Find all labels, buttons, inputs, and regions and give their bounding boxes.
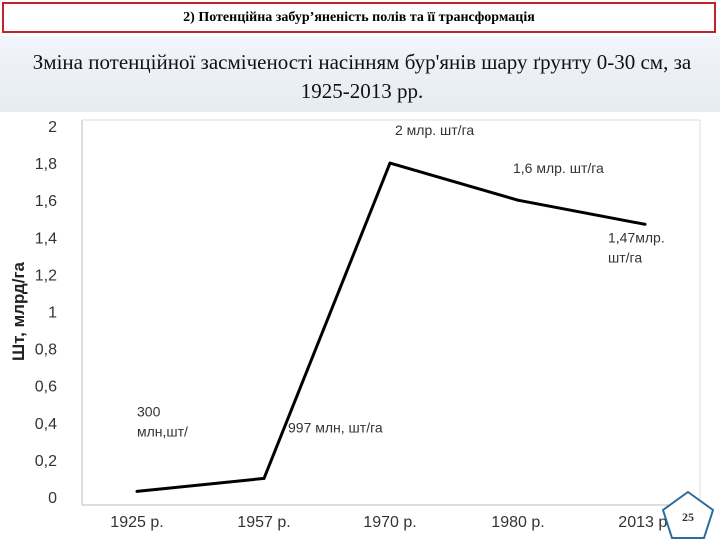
page-number: 25 <box>682 510 694 524</box>
slide-subtitle: Зміна потенційної засміченості насінням … <box>32 50 692 103</box>
data-label: 1,6 млр. шт/га <box>513 160 604 176</box>
data-label: 1,47млр. <box>608 229 665 245</box>
y-tick-label: 1,8 <box>35 156 57 173</box>
page-number-badge: 25 <box>660 490 716 540</box>
y-tick-label: 0,4 <box>35 416 57 433</box>
x-tick-label: 1970 р. <box>363 514 416 531</box>
data-point <box>262 476 266 480</box>
y-tick-label: 1,2 <box>35 267 57 284</box>
chart-frame: 0 0,2 0,4 0,6 0,8 1 1,2 1,4 1,6 1,8 2 Шт, млрд/га 19… <box>0 112 720 540</box>
x-tick-label: 1925 р. <box>110 514 163 531</box>
y-tick-label: 1,6 <box>35 193 57 210</box>
x-tick-label: 2013 р. <box>618 514 671 531</box>
header-box: 2) Потенційна забур’яненість полів та її… <box>2 2 716 33</box>
data-label: шт/га <box>608 249 642 265</box>
y-tick-label: 0,6 <box>35 379 57 396</box>
data-point <box>388 161 392 165</box>
subtitle-area: Зміна потенційної засміченості насінням … <box>0 36 720 112</box>
data-label: 2 млр. шт/га <box>395 122 474 138</box>
y-axis-label: Шт, млрд/га <box>9 261 28 361</box>
x-tick-label: 1957 р. <box>237 514 290 531</box>
y-tick-label: 2 <box>48 119 57 136</box>
y-tick-label: 0 <box>48 490 57 507</box>
data-label: млн,шт/ <box>137 423 188 439</box>
header-title: 2) Потенційна забур’яненість полів та її… <box>183 9 535 25</box>
y-tick-label: 0,2 <box>35 453 57 470</box>
data-point <box>643 222 647 226</box>
data-label: 300 <box>137 403 161 419</box>
line-chart: 0 0,2 0,4 0,6 0,8 1 1,2 1,4 1,6 1,8 2 Шт, млрд/га 19… <box>9 119 701 531</box>
x-tick-label: 1980 р. <box>491 514 544 531</box>
y-tick-label: 1 <box>48 305 57 322</box>
data-point <box>135 489 139 493</box>
pentagon-badge-icon <box>661 490 715 539</box>
data-label: 997 млн, шт/га <box>288 419 383 435</box>
series-line <box>136 161 646 493</box>
y-tick-label: 0,8 <box>35 342 57 359</box>
data-point <box>516 198 520 202</box>
y-tick-label: 1,4 <box>35 230 57 247</box>
